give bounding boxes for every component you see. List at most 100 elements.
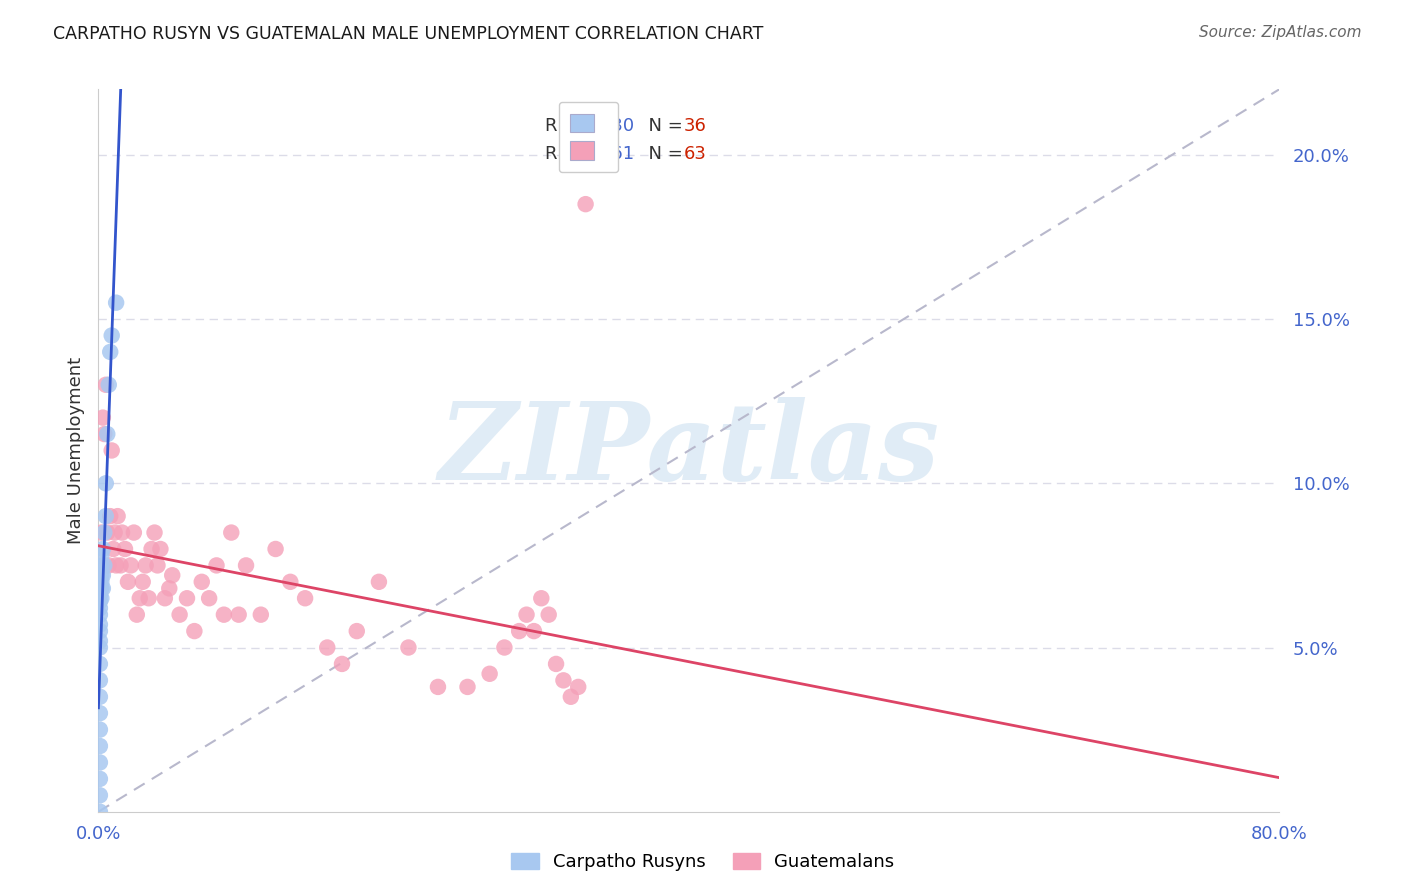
Point	[117, 574, 139, 589]
Text: R =: R =	[546, 145, 583, 163]
Point	[153, 591, 176, 606]
Point	[89, 789, 111, 803]
Point	[107, 509, 129, 524]
Point	[176, 591, 198, 606]
Point	[105, 295, 128, 310]
Point	[368, 574, 391, 589]
Point	[128, 591, 150, 606]
Point	[198, 591, 221, 606]
Point	[98, 345, 121, 359]
Text: R =: R =	[546, 117, 583, 135]
Point	[89, 739, 111, 753]
Point	[183, 624, 205, 639]
Point	[94, 476, 117, 491]
Point	[89, 624, 111, 639]
Point	[89, 607, 111, 622]
Point	[89, 690, 111, 704]
Text: 36: 36	[683, 117, 706, 135]
Point	[91, 410, 114, 425]
Point	[94, 377, 117, 392]
Point	[111, 525, 134, 540]
Point	[330, 657, 353, 671]
Point	[141, 541, 163, 556]
Point	[89, 772, 111, 786]
Point	[96, 525, 118, 540]
Point	[89, 640, 111, 655]
Point	[523, 624, 546, 639]
Point	[89, 617, 111, 632]
Point	[89, 756, 111, 770]
Point	[135, 558, 157, 573]
Point	[143, 525, 166, 540]
Point	[91, 541, 114, 556]
Point	[149, 541, 172, 556]
Point	[105, 558, 128, 573]
Point	[94, 509, 117, 524]
Point	[157, 582, 180, 596]
Point	[89, 657, 111, 671]
Point	[90, 549, 112, 563]
Point	[98, 509, 121, 524]
Point	[93, 427, 115, 442]
Point	[93, 558, 115, 573]
Point	[162, 568, 183, 582]
Point	[89, 706, 111, 721]
Point	[398, 640, 420, 655]
Point	[280, 574, 302, 589]
Point	[494, 640, 516, 655]
Text: N =: N =	[637, 145, 689, 163]
Point	[89, 588, 111, 602]
Point	[125, 607, 148, 622]
Point	[89, 594, 111, 608]
Point	[93, 525, 115, 540]
Legend: Carpatho Rusyns, Guatemalans: Carpatho Rusyns, Guatemalans	[505, 846, 901, 879]
Point	[516, 607, 538, 622]
Point	[114, 541, 136, 556]
Text: 0.161: 0.161	[583, 145, 636, 163]
Point	[90, 568, 112, 582]
Text: 63: 63	[683, 145, 706, 163]
Point	[97, 377, 120, 392]
Point	[457, 680, 479, 694]
Point	[104, 525, 127, 540]
Point	[316, 640, 339, 655]
Point	[530, 591, 553, 606]
Point	[89, 673, 111, 688]
Point	[537, 607, 560, 622]
Point	[235, 558, 257, 573]
Point	[120, 558, 142, 573]
Legend: , : ,	[558, 102, 619, 172]
Point	[221, 525, 243, 540]
Point	[427, 680, 450, 694]
Point	[346, 624, 368, 639]
Point	[508, 624, 530, 639]
Point	[560, 690, 582, 704]
Point	[212, 607, 235, 622]
Point	[89, 601, 111, 615]
Point	[90, 582, 112, 596]
Point	[294, 591, 316, 606]
Point	[132, 574, 155, 589]
Point	[146, 558, 169, 573]
Point	[90, 574, 112, 589]
Point	[250, 607, 273, 622]
Point	[89, 805, 111, 819]
Point	[575, 197, 598, 211]
Point	[138, 591, 160, 606]
Point	[228, 607, 250, 622]
Point	[100, 328, 122, 343]
Text: 0.130: 0.130	[583, 117, 636, 135]
Point	[567, 680, 589, 694]
Point	[103, 541, 125, 556]
Point	[96, 427, 118, 442]
Point	[546, 657, 568, 671]
Point	[191, 574, 214, 589]
Point	[478, 666, 501, 681]
Point	[90, 591, 112, 606]
Point	[91, 582, 114, 596]
Point	[97, 558, 120, 573]
Point	[91, 568, 114, 582]
Text: CARPATHO RUSYN VS GUATEMALAN MALE UNEMPLOYMENT CORRELATION CHART: CARPATHO RUSYN VS GUATEMALAN MALE UNEMPL…	[53, 25, 763, 43]
Point	[100, 443, 122, 458]
Point	[89, 723, 111, 737]
